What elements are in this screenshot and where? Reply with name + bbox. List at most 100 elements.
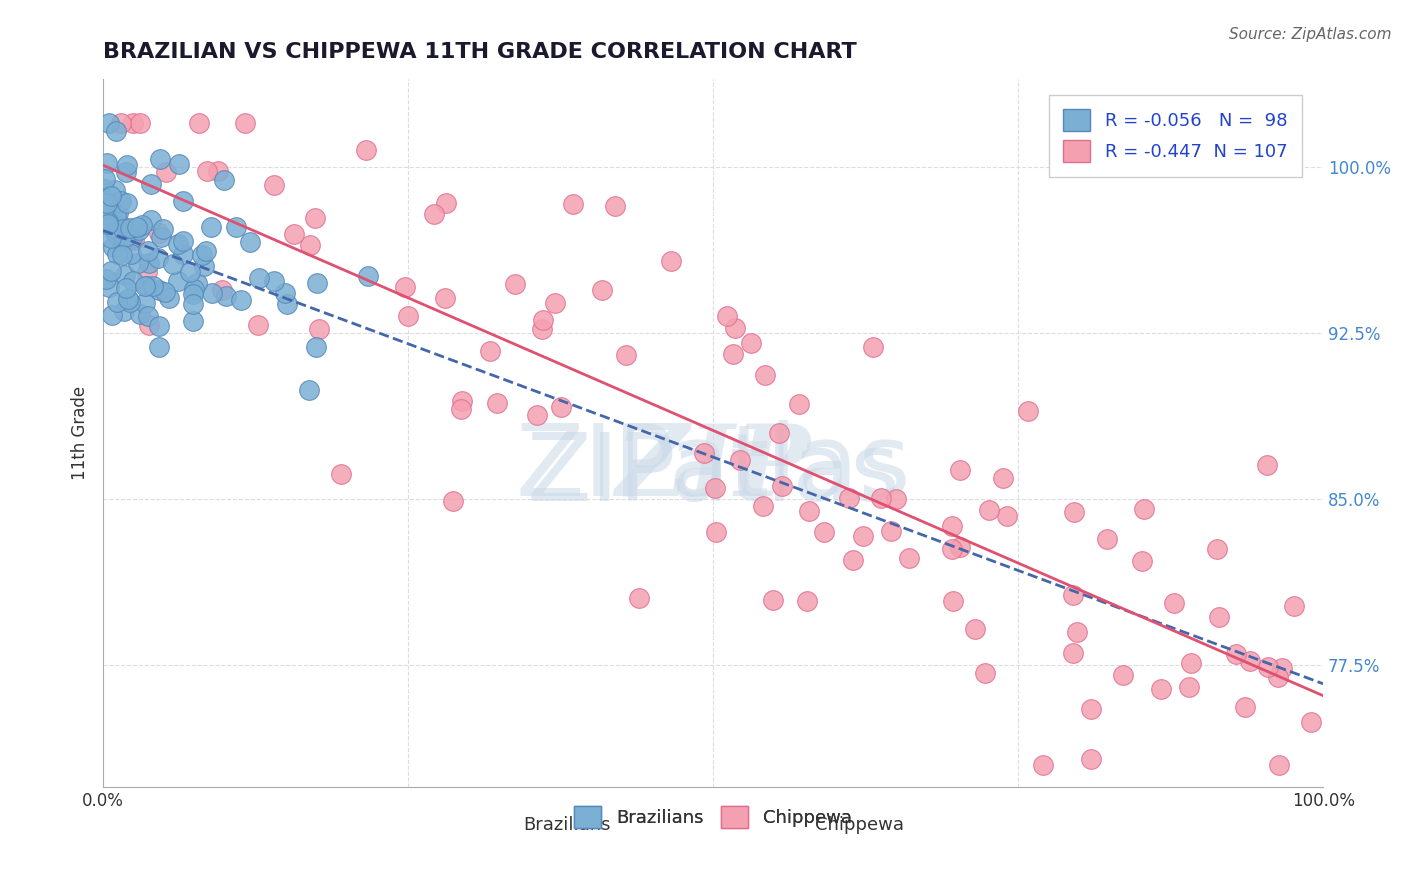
- Point: [704, 481, 727, 495]
- Point: [107, 206, 129, 220]
- Point: [740, 336, 762, 351]
- Point: [148, 319, 170, 334]
- Point: [627, 591, 650, 605]
- Point: [115, 158, 138, 172]
- Point: [111, 219, 134, 233]
- Point: [1133, 502, 1156, 516]
- Point: [862, 340, 884, 354]
- Point: [100, 263, 122, 277]
- Point: [770, 478, 793, 492]
- Point: [1180, 656, 1202, 670]
- Point: [977, 503, 1000, 517]
- Point: [94, 171, 117, 186]
- Point: [117, 292, 139, 306]
- Point: [101, 217, 124, 231]
- Point: [797, 503, 820, 517]
- Point: [1112, 667, 1135, 681]
- Point: [148, 283, 170, 297]
- Point: [115, 195, 138, 210]
- Point: [356, 144, 378, 158]
- Point: [105, 247, 128, 261]
- Point: [1271, 660, 1294, 674]
- Point: [1267, 758, 1289, 772]
- Point: [1163, 595, 1185, 609]
- Point: [127, 256, 149, 270]
- Point: [187, 116, 209, 130]
- Point: [104, 226, 127, 240]
- Point: [433, 292, 456, 306]
- Point: [852, 529, 875, 543]
- Point: [238, 235, 260, 249]
- Point: [105, 208, 128, 222]
- Point: [120, 220, 142, 235]
- Point: [993, 471, 1015, 485]
- Point: [1257, 660, 1279, 674]
- Point: [762, 593, 785, 607]
- Point: [1031, 758, 1053, 772]
- Point: [186, 276, 208, 290]
- Point: [136, 309, 159, 323]
- Point: [838, 491, 860, 506]
- Y-axis label: 11th Grade: 11th Grade: [72, 386, 89, 480]
- Point: [233, 116, 256, 130]
- Point: [112, 233, 135, 247]
- Point: [129, 116, 152, 130]
- Point: [97, 280, 120, 294]
- Point: [121, 231, 143, 245]
- Point: [305, 276, 328, 290]
- Point: [1178, 680, 1201, 694]
- Point: [172, 194, 194, 209]
- Point: [169, 157, 191, 171]
- Point: [995, 508, 1018, 523]
- Point: [330, 467, 353, 481]
- Point: [704, 524, 727, 539]
- Point: [526, 408, 548, 422]
- Point: [225, 220, 247, 235]
- Point: [103, 212, 125, 227]
- Point: [963, 622, 986, 636]
- Point: [152, 221, 174, 235]
- Text: Chippewa: Chippewa: [815, 815, 904, 834]
- Point: [120, 246, 142, 260]
- Text: ZIP: ZIP: [616, 420, 811, 516]
- Point: [148, 226, 170, 240]
- Point: [1239, 654, 1261, 668]
- Point: [115, 165, 138, 179]
- Point: [941, 519, 963, 533]
- Point: [162, 257, 184, 271]
- Point: [153, 285, 176, 300]
- Point: [768, 425, 790, 440]
- Point: [191, 248, 214, 262]
- Point: [112, 304, 135, 318]
- Point: [181, 287, 204, 301]
- Point: [941, 542, 963, 557]
- Point: [486, 395, 509, 409]
- Point: [134, 296, 156, 310]
- Point: [724, 321, 747, 335]
- Point: [134, 279, 156, 293]
- Point: [505, 277, 527, 291]
- Point: [172, 246, 194, 260]
- Point: [434, 195, 457, 210]
- Point: [1095, 533, 1118, 547]
- Point: [441, 494, 464, 508]
- Point: [97, 215, 120, 229]
- Point: [693, 446, 716, 460]
- Point: [1150, 681, 1173, 696]
- Point: [131, 219, 153, 233]
- Point: [146, 251, 169, 265]
- Point: [136, 279, 159, 293]
- Point: [1063, 505, 1085, 519]
- Point: [193, 259, 215, 273]
- Point: [562, 197, 585, 211]
- Point: [1017, 403, 1039, 417]
- Point: [1206, 542, 1229, 557]
- Point: [591, 283, 613, 297]
- Point: [276, 297, 298, 311]
- Point: [879, 524, 901, 539]
- Point: [298, 383, 321, 397]
- Point: [114, 268, 136, 282]
- Point: [247, 318, 270, 333]
- Point: [1208, 610, 1230, 624]
- Point: [450, 401, 472, 416]
